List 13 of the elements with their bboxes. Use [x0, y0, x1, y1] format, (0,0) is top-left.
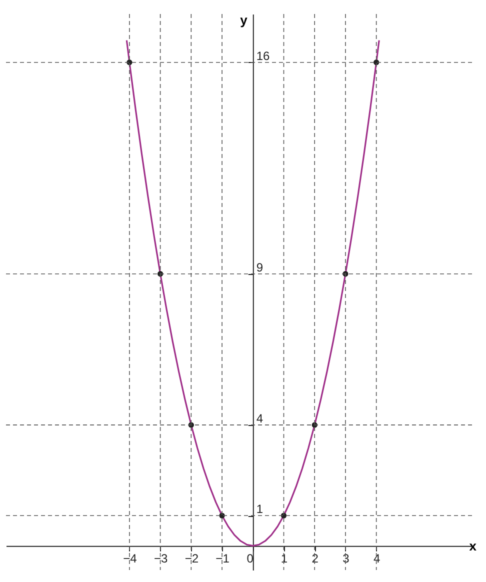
- y-tick-label: 1: [256, 502, 264, 516]
- x-tick-label: 0: [246, 551, 254, 566]
- x-tick-label: 3: [342, 551, 350, 566]
- y-tick-label: 16: [256, 48, 270, 63]
- x-tick-label: −3: [154, 551, 168, 566]
- y-tick-label: 9: [256, 260, 264, 274]
- x-axis-title: x: [469, 538, 478, 554]
- y-tick-label: 4: [256, 411, 264, 426]
- x-tick-label: 4: [373, 551, 380, 566]
- x-tick-label: −2: [184, 551, 199, 566]
- x-tick-label: −1: [216, 551, 230, 566]
- x-tick-label: −4: [123, 551, 138, 566]
- y-axis-title: y: [240, 12, 248, 28]
